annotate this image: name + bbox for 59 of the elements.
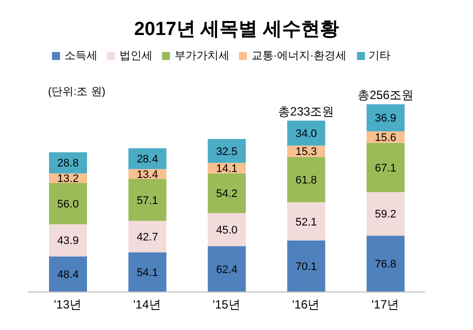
data-label: 43.9	[57, 235, 79, 248]
data-label: 13.4	[136, 168, 158, 181]
total-label: 총233조원	[278, 104, 334, 119]
unit-note: (단위:조 원)	[48, 85, 106, 99]
data-label: 32.5	[216, 146, 238, 158]
chart-title: 2017년 세목별 세수현황	[133, 18, 340, 42]
x-tick-label: '17년	[371, 298, 400, 312]
legend-label: 소득세	[64, 50, 98, 62]
bar	[287, 120, 326, 146]
data-label: 70.1	[295, 261, 317, 274]
bar	[366, 104, 405, 132]
bar	[287, 202, 326, 241]
legend-label: 기타	[368, 50, 391, 62]
data-label: 36.9	[374, 112, 396, 125]
legend-label: 법인세	[119, 50, 152, 62]
bar	[366, 236, 405, 292]
data-label: 57.1	[136, 194, 158, 207]
bar	[287, 156, 326, 202]
bar	[366, 192, 405, 236]
bar	[208, 173, 246, 214]
legend-label: 교통·에너지·환경세	[251, 50, 347, 62]
data-label: 67.1	[374, 162, 396, 174]
data-label: 56.0	[57, 198, 79, 211]
data-label: 45.0	[216, 224, 238, 237]
data-label: 15.3	[295, 146, 317, 158]
x-tick-label: '13년	[54, 298, 82, 312]
bar	[49, 183, 87, 224]
bar	[208, 139, 246, 163]
x-tick-label: '15년	[212, 298, 240, 312]
data-label: 34.0	[295, 128, 317, 140]
data-label: 13.2	[57, 173, 79, 186]
data-label: 14.1	[216, 163, 238, 176]
data-label: 61.8	[295, 174, 317, 186]
x-tick-label: '14년	[133, 298, 161, 312]
legend-label: 부가가치세	[174, 50, 230, 62]
bar	[366, 142, 405, 192]
data-label: 28.8	[57, 158, 79, 170]
total-label: 총256조원	[358, 88, 414, 102]
bar	[208, 213, 246, 246]
x-tick-label: '16년	[292, 298, 320, 312]
data-label: 76.8	[374, 258, 396, 271]
data-label: 59.2	[374, 208, 396, 221]
bar	[128, 178, 166, 221]
bar	[49, 224, 87, 256]
data-label: 15.6	[374, 132, 396, 144]
bar	[49, 152, 87, 174]
data-label: 48.4	[57, 269, 79, 282]
data-label: 54.2	[216, 188, 238, 200]
data-label: 42.7	[136, 231, 158, 244]
data-label: 54.1	[136, 267, 158, 280]
bar	[128, 252, 166, 292]
bar	[128, 148, 166, 170]
bar	[208, 246, 246, 292]
data-label: 52.1	[295, 216, 317, 228]
data-label: 62.4	[216, 264, 238, 276]
bar	[49, 256, 87, 292]
bar	[128, 220, 166, 252]
data-label: 28.4	[136, 154, 158, 166]
bar	[287, 240, 326, 292]
